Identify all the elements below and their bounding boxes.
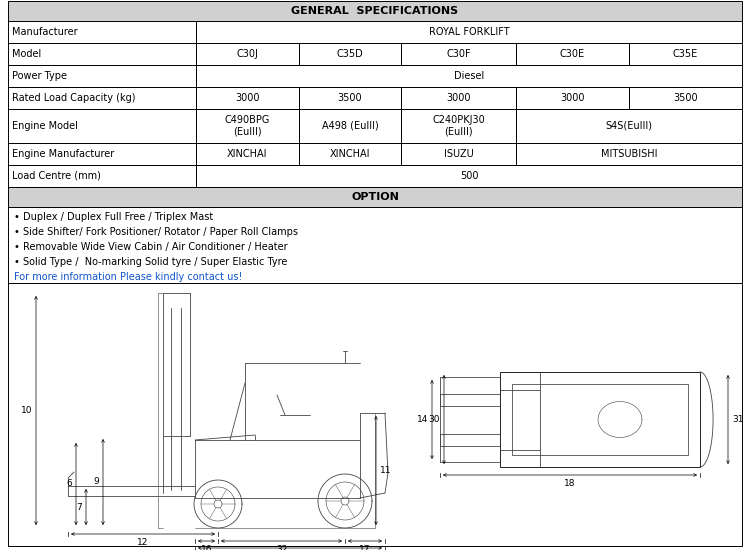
Text: • Removable Wide View Cabin / Air Conditioner / Heater: • Removable Wide View Cabin / Air Condit… — [14, 242, 288, 252]
Text: Engine Manufacturer: Engine Manufacturer — [12, 149, 114, 159]
Bar — [500, 372, 700, 467]
Bar — [196, 65, 742, 87]
Text: C30J: C30J — [236, 49, 258, 59]
Text: C240PKJ30
(EuIII): C240PKJ30 (EuIII) — [432, 115, 485, 137]
Bar — [401, 109, 516, 143]
Bar — [401, 143, 516, 165]
Bar — [629, 87, 742, 109]
Bar — [8, 165, 196, 187]
Text: Load Centre (mm): Load Centre (mm) — [12, 171, 100, 181]
Bar — [196, 165, 742, 187]
Bar — [8, 1, 742, 21]
Bar — [516, 87, 629, 109]
Bar — [8, 143, 196, 165]
Bar — [8, 207, 742, 283]
Bar — [8, 65, 196, 87]
Text: 500: 500 — [460, 171, 478, 181]
Text: • Side Shifter/ Fork Positioner/ Rotator / Paper Roll Clamps: • Side Shifter/ Fork Positioner/ Rotator… — [14, 227, 298, 237]
Bar — [8, 187, 742, 207]
Text: 12: 12 — [137, 538, 148, 547]
Text: OPTION: OPTION — [351, 192, 399, 202]
Bar — [196, 21, 742, 43]
Text: Model: Model — [12, 49, 41, 59]
Text: C490BPG
(EuIII): C490BPG (EuIII) — [224, 115, 270, 137]
Text: For more information Please kindly contact us!: For more information Please kindly conta… — [14, 272, 242, 282]
Text: C35D: C35D — [337, 49, 363, 59]
Bar — [196, 109, 298, 143]
Text: 14: 14 — [417, 415, 428, 424]
Text: C35E: C35E — [673, 49, 698, 59]
Text: 3000: 3000 — [446, 93, 471, 103]
Bar — [298, 43, 401, 65]
Text: 17: 17 — [359, 545, 370, 550]
Bar — [8, 21, 196, 43]
Bar — [516, 43, 629, 65]
Text: 3000: 3000 — [235, 93, 260, 103]
Bar — [512, 384, 688, 455]
Text: S4S(EuIII): S4S(EuIII) — [605, 121, 652, 131]
Bar — [8, 283, 742, 546]
Bar — [196, 43, 298, 65]
Text: 31: 31 — [732, 415, 743, 424]
Text: 3500: 3500 — [674, 93, 698, 103]
Bar — [516, 143, 742, 165]
Text: XINCHAI: XINCHAI — [227, 149, 268, 159]
Bar — [401, 87, 516, 109]
Bar — [196, 143, 298, 165]
Bar — [8, 87, 196, 109]
Text: Power Type: Power Type — [12, 71, 67, 81]
Text: 9: 9 — [93, 477, 99, 487]
Text: 18: 18 — [564, 479, 576, 488]
Text: ROYAL FORKLIFT: ROYAL FORKLIFT — [429, 27, 509, 37]
Text: 10: 10 — [20, 406, 32, 415]
Bar — [401, 43, 516, 65]
Text: MITSUBISHI: MITSUBISHI — [601, 149, 657, 159]
Text: Manufacturer: Manufacturer — [12, 27, 78, 37]
Text: 3500: 3500 — [338, 93, 362, 103]
Bar — [629, 43, 742, 65]
Text: 6: 6 — [66, 480, 72, 488]
Bar — [8, 43, 196, 65]
Text: 11: 11 — [380, 466, 392, 475]
Text: • Solid Type /  No-marking Solid tyre / Super Elastic Tyre: • Solid Type / No-marking Solid tyre / S… — [14, 257, 287, 267]
Text: 30: 30 — [428, 415, 440, 424]
Bar — [8, 109, 196, 143]
Text: Rated Load Capacity (kg): Rated Load Capacity (kg) — [12, 93, 136, 103]
Text: A498 (EuIII): A498 (EuIII) — [322, 121, 378, 131]
Bar — [298, 143, 401, 165]
Text: ISUZU: ISUZU — [444, 149, 473, 159]
Text: XINCHAI: XINCHAI — [330, 149, 370, 159]
Text: 3000: 3000 — [560, 93, 585, 103]
Text: 32: 32 — [276, 545, 287, 550]
Text: C30F: C30F — [446, 49, 471, 59]
Text: Engine Model: Engine Model — [12, 121, 78, 131]
Bar — [516, 109, 742, 143]
Bar — [298, 109, 401, 143]
Text: • Duplex / Duplex Full Free / Triplex Mast: • Duplex / Duplex Full Free / Triplex Ma… — [14, 212, 213, 222]
Text: GENERAL  SPECIFICATIONS: GENERAL SPECIFICATIONS — [292, 6, 458, 16]
Text: 16: 16 — [201, 545, 212, 550]
Text: C30E: C30E — [560, 49, 585, 59]
Bar — [298, 87, 401, 109]
Bar — [196, 87, 298, 109]
Text: 7: 7 — [76, 503, 82, 512]
Text: Diesel: Diesel — [454, 71, 484, 81]
